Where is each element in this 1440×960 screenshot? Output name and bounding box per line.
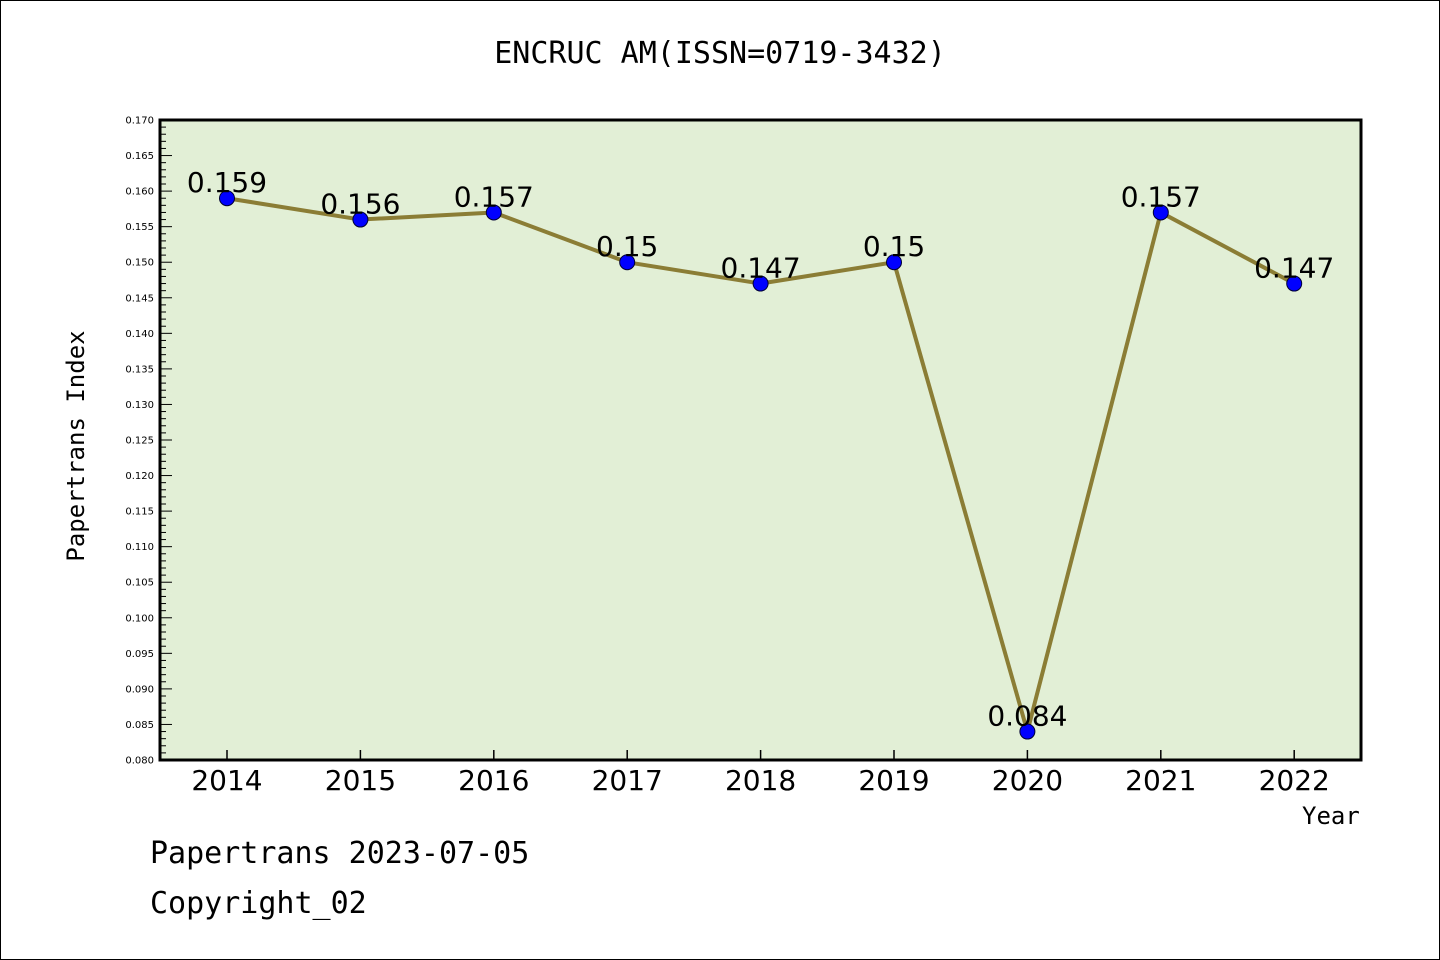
y-tick-label: 0.165 [125,151,154,162]
data-point [485,204,502,221]
x-tick-label: 2021 [1125,764,1196,797]
x-tick-label: 2016 [458,764,529,797]
data-label: 0.157 [1121,180,1201,213]
footer-copyright: Copyright_02 [150,886,367,921]
y-tick-label: 0.095 [125,649,154,660]
x-tick-label: 2018 [725,764,796,797]
x-tick-label: 2019 [858,764,929,797]
data-point [1286,275,1303,292]
data-label: 0.147 [1254,252,1334,285]
y-tick-label: 0.135 [125,364,154,375]
y-tick-label: 0.160 [125,187,154,198]
data-point [1019,723,1036,740]
y-tick-label: 0.085 [125,720,154,731]
y-tick-label: 0.140 [125,329,154,340]
y-tick-label: 0.080 [125,756,154,767]
data-label: 0.156 [320,188,400,221]
data-label: 0.147 [721,252,801,285]
x-tick-label: 2017 [592,764,663,797]
data-point [752,275,769,292]
y-tick-label: 0.125 [125,436,154,447]
data-point [1152,204,1169,221]
y-tick-label: 0.130 [125,400,154,411]
data-point [886,254,902,271]
y-tick-label: 0.115 [125,507,154,518]
x-tick-label: 2022 [1259,764,1330,797]
x-tick-label: 2020 [992,764,1063,797]
data-label: 0.159 [187,166,267,199]
plot-frame [158,118,1363,762]
x-tick-label: 2015 [325,764,396,797]
y-tick-label: 0.100 [125,613,154,624]
y-tick-label: 0.090 [125,684,154,695]
x-tick-label: 2014 [191,764,262,797]
y-tick-label: 0.155 [125,222,154,233]
chart-title: ENCRUC AM(ISSN=0719-3432) [494,36,946,71]
data-label: 0.084 [987,700,1067,733]
data-label: 0.15 [863,230,925,263]
data-point [352,211,369,228]
y-tick-label: 0.150 [125,258,154,269]
data-label: 0.157 [454,180,534,213]
data-point [219,190,235,207]
data-point [619,254,636,271]
x-axis-label: Year [1302,802,1360,830]
data-label: 0.15 [596,230,658,263]
footer-date: Papertrans 2023-07-05 [150,836,530,871]
y-tick-label: 0.170 [125,116,154,127]
y-tick-label: 0.110 [125,542,154,553]
y-tick-label: 0.105 [125,578,154,589]
y-tick-label: 0.145 [125,293,154,304]
y-tick-label: 0.120 [125,471,154,482]
